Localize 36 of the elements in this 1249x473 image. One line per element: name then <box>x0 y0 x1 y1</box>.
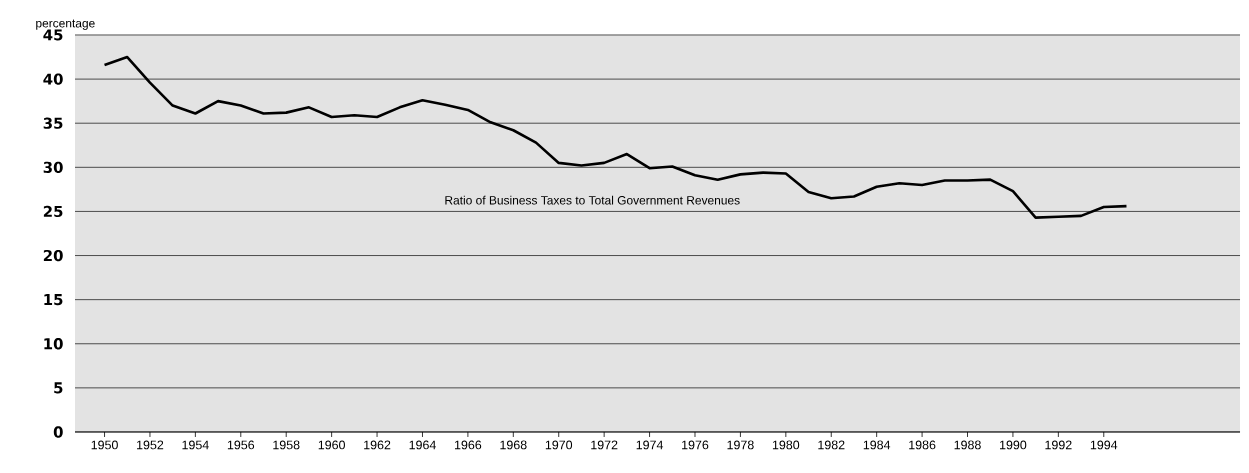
x-tick-label: 1956 <box>227 440 255 450</box>
y-tick-label: 0 <box>53 426 63 438</box>
y-tick-label: 20 <box>43 249 63 262</box>
y-tick-label: 35 <box>43 117 63 129</box>
y-tick-label: 25 <box>43 205 63 218</box>
x-tick-label: 1952 <box>137 440 164 450</box>
y-tick-label: 15 <box>44 294 63 306</box>
y-tick-label: 40 <box>43 73 63 85</box>
x-tick-label: 1980 <box>772 440 800 450</box>
x-tick-label: 1958 <box>273 440 300 450</box>
x-tick-label: 1964 <box>409 440 436 450</box>
x-tick-label: 1966 <box>454 440 482 450</box>
y-tick-label: 5 <box>54 382 63 394</box>
y-tick-label: 45 <box>43 29 63 41</box>
x-tick-label: 1962 <box>364 440 391 450</box>
x-tick-label: 1960 <box>318 440 345 450</box>
x-tick-label: 1974 <box>636 440 664 450</box>
x-tick-label: 1954 <box>182 440 209 450</box>
x-tick-label: 1994 <box>1090 440 1118 450</box>
x-tick-label: 1976 <box>682 440 709 450</box>
y-tick-label: 10 <box>44 338 63 350</box>
y-axis-title: percentage <box>36 19 95 30</box>
x-tick-label: 1978 <box>727 440 754 450</box>
x-tick-label: 1990 <box>1000 440 1027 450</box>
line-series <box>103 55 1128 219</box>
x-tick-label: 1972 <box>591 440 618 450</box>
x-tick-label: 1984 <box>863 440 891 450</box>
x-tick-label: 1986 <box>909 440 936 450</box>
x-tick-label: 1968 <box>500 440 527 450</box>
x-tick-label: 1970 <box>545 440 573 450</box>
x-tick-label: 1982 <box>818 440 845 450</box>
x-tick-label: 1950 <box>91 440 118 450</box>
x-tick-label: 1992 <box>1045 440 1072 450</box>
series-label: Ratio of Business Taxes to Total Government Revenues <box>445 195 740 205</box>
y-tick-label: 30 <box>43 161 63 173</box>
x-tick-label: 1988 <box>954 440 981 450</box>
